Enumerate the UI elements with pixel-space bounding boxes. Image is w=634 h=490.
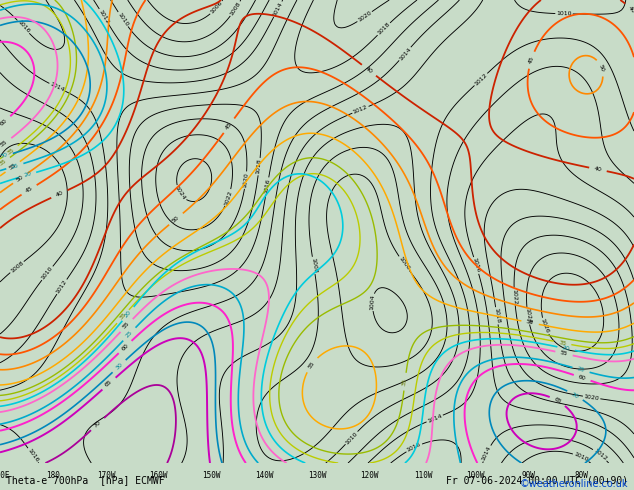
Text: 35: 35 (402, 377, 408, 386)
Text: 20: 20 (23, 172, 32, 178)
Text: 65: 65 (553, 397, 562, 405)
Text: 60: 60 (120, 343, 129, 351)
Text: Fr 07-06-2024 00:00 UTC (00+90): Fr 07-06-2024 00:00 UTC (00+90) (446, 476, 628, 486)
Text: 160W: 160W (149, 470, 168, 480)
Text: 45: 45 (25, 186, 34, 194)
Text: 1012: 1012 (353, 104, 368, 115)
Text: 65: 65 (105, 379, 113, 388)
Text: 1012: 1012 (55, 279, 68, 294)
Text: 55: 55 (0, 139, 9, 148)
Text: 90W: 90W (521, 470, 535, 480)
Text: 1024: 1024 (174, 185, 186, 201)
Text: 1018: 1018 (256, 159, 262, 174)
Text: 25: 25 (125, 330, 134, 339)
Text: 1022: 1022 (224, 189, 233, 206)
Text: 70: 70 (93, 419, 102, 429)
Text: 30: 30 (0, 152, 9, 159)
Text: 20: 20 (562, 345, 571, 352)
Text: 110W: 110W (413, 470, 432, 480)
Text: 1020: 1020 (242, 172, 249, 188)
Text: Theta-e 700hPa  [hPa] ECMWF: Theta-e 700hPa [hPa] ECMWF (6, 476, 165, 486)
Text: 1004: 1004 (370, 294, 376, 310)
Text: 55: 55 (8, 163, 17, 171)
Text: 60: 60 (0, 118, 8, 126)
Text: 35: 35 (119, 312, 127, 321)
Text: 1006: 1006 (209, 0, 224, 15)
Text: 55: 55 (122, 321, 131, 330)
Text: 40: 40 (593, 166, 602, 172)
Text: 25: 25 (576, 367, 585, 373)
Text: 1018: 1018 (377, 22, 391, 36)
Text: 1012: 1012 (98, 8, 110, 24)
Text: 1016: 1016 (27, 447, 39, 463)
Text: 1020: 1020 (357, 10, 373, 23)
Text: 1010: 1010 (573, 452, 589, 463)
Text: 170W: 170W (96, 470, 115, 480)
Text: 1008: 1008 (229, 1, 242, 17)
Text: 55: 55 (526, 319, 534, 326)
Text: 150W: 150W (202, 470, 221, 480)
Text: 50: 50 (598, 63, 605, 73)
Text: 1014: 1014 (272, 1, 283, 17)
Text: 45: 45 (224, 121, 233, 130)
Text: 1008: 1008 (310, 257, 318, 273)
Text: 1014: 1014 (398, 46, 412, 61)
Text: 30: 30 (571, 391, 580, 399)
Text: 50: 50 (171, 215, 181, 223)
Text: 100W: 100W (466, 470, 485, 480)
Text: 20: 20 (124, 309, 133, 318)
Text: 80W: 80W (574, 470, 588, 480)
Text: 1010: 1010 (117, 12, 129, 27)
Text: 1016: 1016 (472, 257, 481, 273)
Text: 1008: 1008 (10, 260, 25, 274)
Text: 40: 40 (365, 66, 373, 74)
Text: 1010: 1010 (556, 11, 572, 17)
Text: 55: 55 (307, 360, 316, 369)
Text: 1024: 1024 (524, 308, 531, 324)
Text: 25: 25 (10, 163, 20, 170)
Text: 1012: 1012 (474, 72, 488, 87)
Text: 40: 40 (55, 190, 64, 198)
Text: 50: 50 (16, 174, 25, 182)
Text: 1026: 1026 (540, 318, 550, 334)
Text: 1018: 1018 (493, 308, 500, 324)
Text: 55: 55 (560, 350, 568, 357)
Text: 40: 40 (627, 5, 634, 14)
Text: ©weatheronline.co.uk: ©weatheronline.co.uk (519, 479, 628, 490)
Text: 45: 45 (527, 55, 535, 65)
Text: 1022: 1022 (512, 289, 517, 304)
Text: 170E: 170E (0, 470, 10, 480)
Text: 35: 35 (6, 147, 15, 155)
Text: 1016: 1016 (264, 178, 271, 194)
Text: 60: 60 (578, 374, 586, 381)
Text: 1016: 1016 (16, 20, 30, 34)
Text: 130W: 130W (307, 470, 327, 480)
Text: 35: 35 (0, 158, 8, 167)
Text: 1014: 1014 (427, 413, 443, 424)
Text: 1010: 1010 (41, 266, 54, 281)
Text: 1020: 1020 (583, 394, 600, 401)
Text: 30: 30 (115, 362, 124, 371)
Text: 140W: 140W (255, 470, 274, 480)
Text: 120W: 120W (360, 470, 379, 480)
Text: 1016: 1016 (406, 442, 422, 453)
Text: 1014: 1014 (49, 82, 65, 93)
Text: 35: 35 (558, 340, 567, 346)
Text: 1010: 1010 (344, 431, 359, 445)
Text: 1006: 1006 (398, 256, 411, 271)
Text: 180: 180 (46, 470, 60, 480)
Text: 1014: 1014 (481, 445, 493, 462)
Text: 1012: 1012 (592, 448, 608, 462)
